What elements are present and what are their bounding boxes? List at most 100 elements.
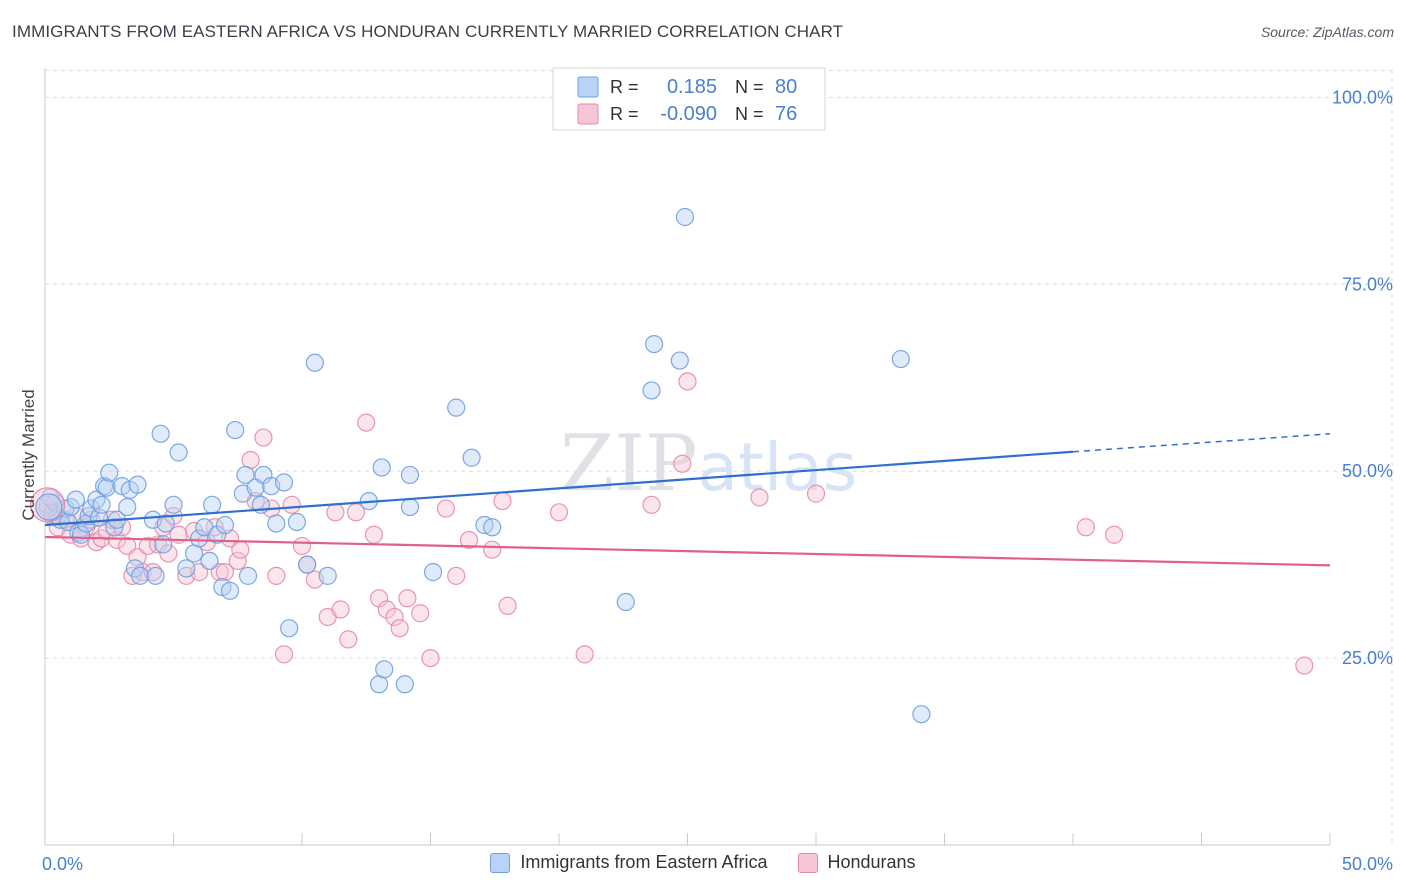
point-eastern-africa[interactable] — [267, 514, 286, 533]
point-eastern-africa[interactable] — [447, 398, 466, 417]
point-eastern-africa[interactable] — [287, 512, 306, 532]
point-honduran[interactable] — [377, 600, 396, 619]
point-honduran[interactable] — [498, 596, 517, 615]
point-honduran[interactable] — [411, 604, 430, 623]
point-honduran[interactable] — [678, 372, 697, 391]
point-eastern-africa[interactable] — [423, 563, 443, 582]
point-eastern-africa[interactable] — [92, 495, 111, 514]
legend-item-hondurans[interactable]: Hondurans — [797, 852, 916, 873]
point-eastern-africa[interactable] — [105, 518, 124, 537]
point-eastern-africa[interactable] — [912, 705, 931, 724]
legend-swatch-pink — [797, 852, 818, 873]
legend-label-hondurans: Hondurans — [827, 852, 916, 872]
point-eastern-africa[interactable] — [151, 424, 170, 443]
point-eastern-africa[interactable] — [220, 581, 240, 600]
point-eastern-africa[interactable] — [215, 515, 234, 535]
point-eastern-africa[interactable] — [164, 495, 183, 514]
point-eastern-africa[interactable] — [372, 458, 391, 477]
point-eastern-africa[interactable] — [400, 465, 420, 485]
point-eastern-africa[interactable] — [190, 529, 209, 548]
point-honduran[interactable] — [357, 413, 376, 432]
point-eastern-africa[interactable] — [375, 660, 394, 679]
point-eastern-africa[interactable] — [462, 448, 481, 467]
point-honduran[interactable] — [1295, 656, 1314, 675]
point-honduran[interactable] — [385, 607, 404, 627]
point-honduran[interactable] — [118, 536, 137, 556]
point-eastern-africa[interactable] — [202, 495, 222, 514]
point-eastern-africa[interactable] — [100, 463, 119, 482]
point-honduran[interactable] — [459, 530, 479, 550]
point-honduran[interactable] — [292, 536, 312, 556]
point-honduran[interactable] — [215, 563, 234, 582]
y-tick-label: 100.0% — [1332, 87, 1393, 107]
point-eastern-africa-large[interactable] — [35, 493, 63, 521]
point-honduran[interactable] — [447, 566, 466, 585]
point-honduran[interactable] — [364, 525, 384, 544]
point-honduran[interactable] — [210, 563, 229, 582]
point-eastern-africa[interactable] — [274, 473, 294, 492]
point-eastern-africa[interactable] — [318, 566, 337, 585]
point-honduran[interactable] — [390, 619, 409, 638]
point-eastern-africa[interactable] — [238, 566, 258, 585]
point-honduran[interactable] — [483, 540, 502, 559]
point-eastern-africa[interactable] — [156, 514, 175, 533]
point-honduran[interactable] — [159, 544, 178, 563]
point-honduran[interactable] — [493, 491, 512, 511]
series-legend: Immigrants from Eastern Africa Hondurans — [0, 852, 1406, 873]
point-honduran[interactable] — [1105, 525, 1124, 544]
axis-layer: 25.0% 50.0% 75.0% 100.0% 0.0% 50.0% — [42, 68, 1393, 874]
point-eastern-africa[interactable] — [200, 551, 219, 571]
point-honduran[interactable] — [549, 503, 569, 522]
point-eastern-africa[interactable] — [87, 490, 106, 509]
point-eastern-africa[interactable] — [169, 443, 188, 462]
point-eastern-africa[interactable] — [66, 490, 85, 509]
point-honduran[interactable] — [326, 503, 345, 522]
legend-swatch-blue — [490, 852, 511, 873]
point-honduran[interactable] — [1076, 518, 1095, 537]
point-honduran[interactable] — [274, 645, 294, 664]
point-honduran[interactable] — [750, 488, 769, 507]
point-honduran[interactable] — [436, 499, 456, 518]
point-eastern-africa[interactable] — [280, 619, 299, 638]
point-honduran[interactable] — [254, 428, 273, 447]
legend-item-eastern-africa[interactable]: Immigrants from Eastern Africa — [490, 852, 768, 873]
point-eastern-africa[interactable] — [642, 381, 661, 400]
point-eastern-africa[interactable] — [208, 525, 227, 544]
point-eastern-africa[interactable] — [298, 555, 317, 574]
point-eastern-africa[interactable] — [118, 497, 137, 517]
point-honduran[interactable] — [421, 648, 440, 668]
point-honduran[interactable] — [282, 495, 301, 514]
point-eastern-africa[interactable] — [97, 478, 116, 497]
point-eastern-africa[interactable] — [675, 207, 695, 227]
point-honduran[interactable] — [673, 454, 692, 473]
point-honduran[interactable] — [228, 551, 247, 571]
point-eastern-africa[interactable] — [644, 334, 664, 354]
point-honduran[interactable] — [398, 589, 417, 608]
point-eastern-africa[interactable] — [483, 518, 502, 537]
point-eastern-africa[interactable] — [146, 566, 165, 585]
stats-n-value-pink: 76 — [775, 103, 797, 125]
point-honduran[interactable] — [231, 540, 250, 559]
point-eastern-africa[interactable] — [177, 559, 196, 578]
point-eastern-africa[interactable] — [395, 675, 414, 694]
point-eastern-africa[interactable] — [71, 525, 91, 544]
point-eastern-africa[interactable] — [305, 353, 324, 372]
point-honduran[interactable] — [806, 484, 826, 503]
point-eastern-africa[interactable] — [226, 420, 245, 440]
point-eastern-africa[interactable] — [670, 351, 689, 370]
point-honduran[interactable] — [267, 566, 286, 585]
stats-n-label: N = — [735, 77, 764, 97]
point-honduran[interactable] — [123, 566, 142, 585]
point-eastern-africa[interactable] — [236, 465, 255, 485]
point-eastern-africa[interactable] — [128, 475, 147, 494]
point-eastern-africa[interactable] — [130, 566, 150, 585]
stats-n-label: N = — [735, 104, 764, 124]
point-honduran[interactable] — [339, 630, 358, 649]
point-eastern-africa[interactable] — [616, 592, 635, 612]
point-eastern-africa[interactable] — [891, 349, 910, 369]
point-honduran[interactable] — [642, 495, 661, 514]
point-honduran[interactable] — [331, 600, 350, 619]
point-eastern-africa[interactable] — [400, 497, 420, 517]
point-honduran[interactable] — [575, 645, 594, 664]
